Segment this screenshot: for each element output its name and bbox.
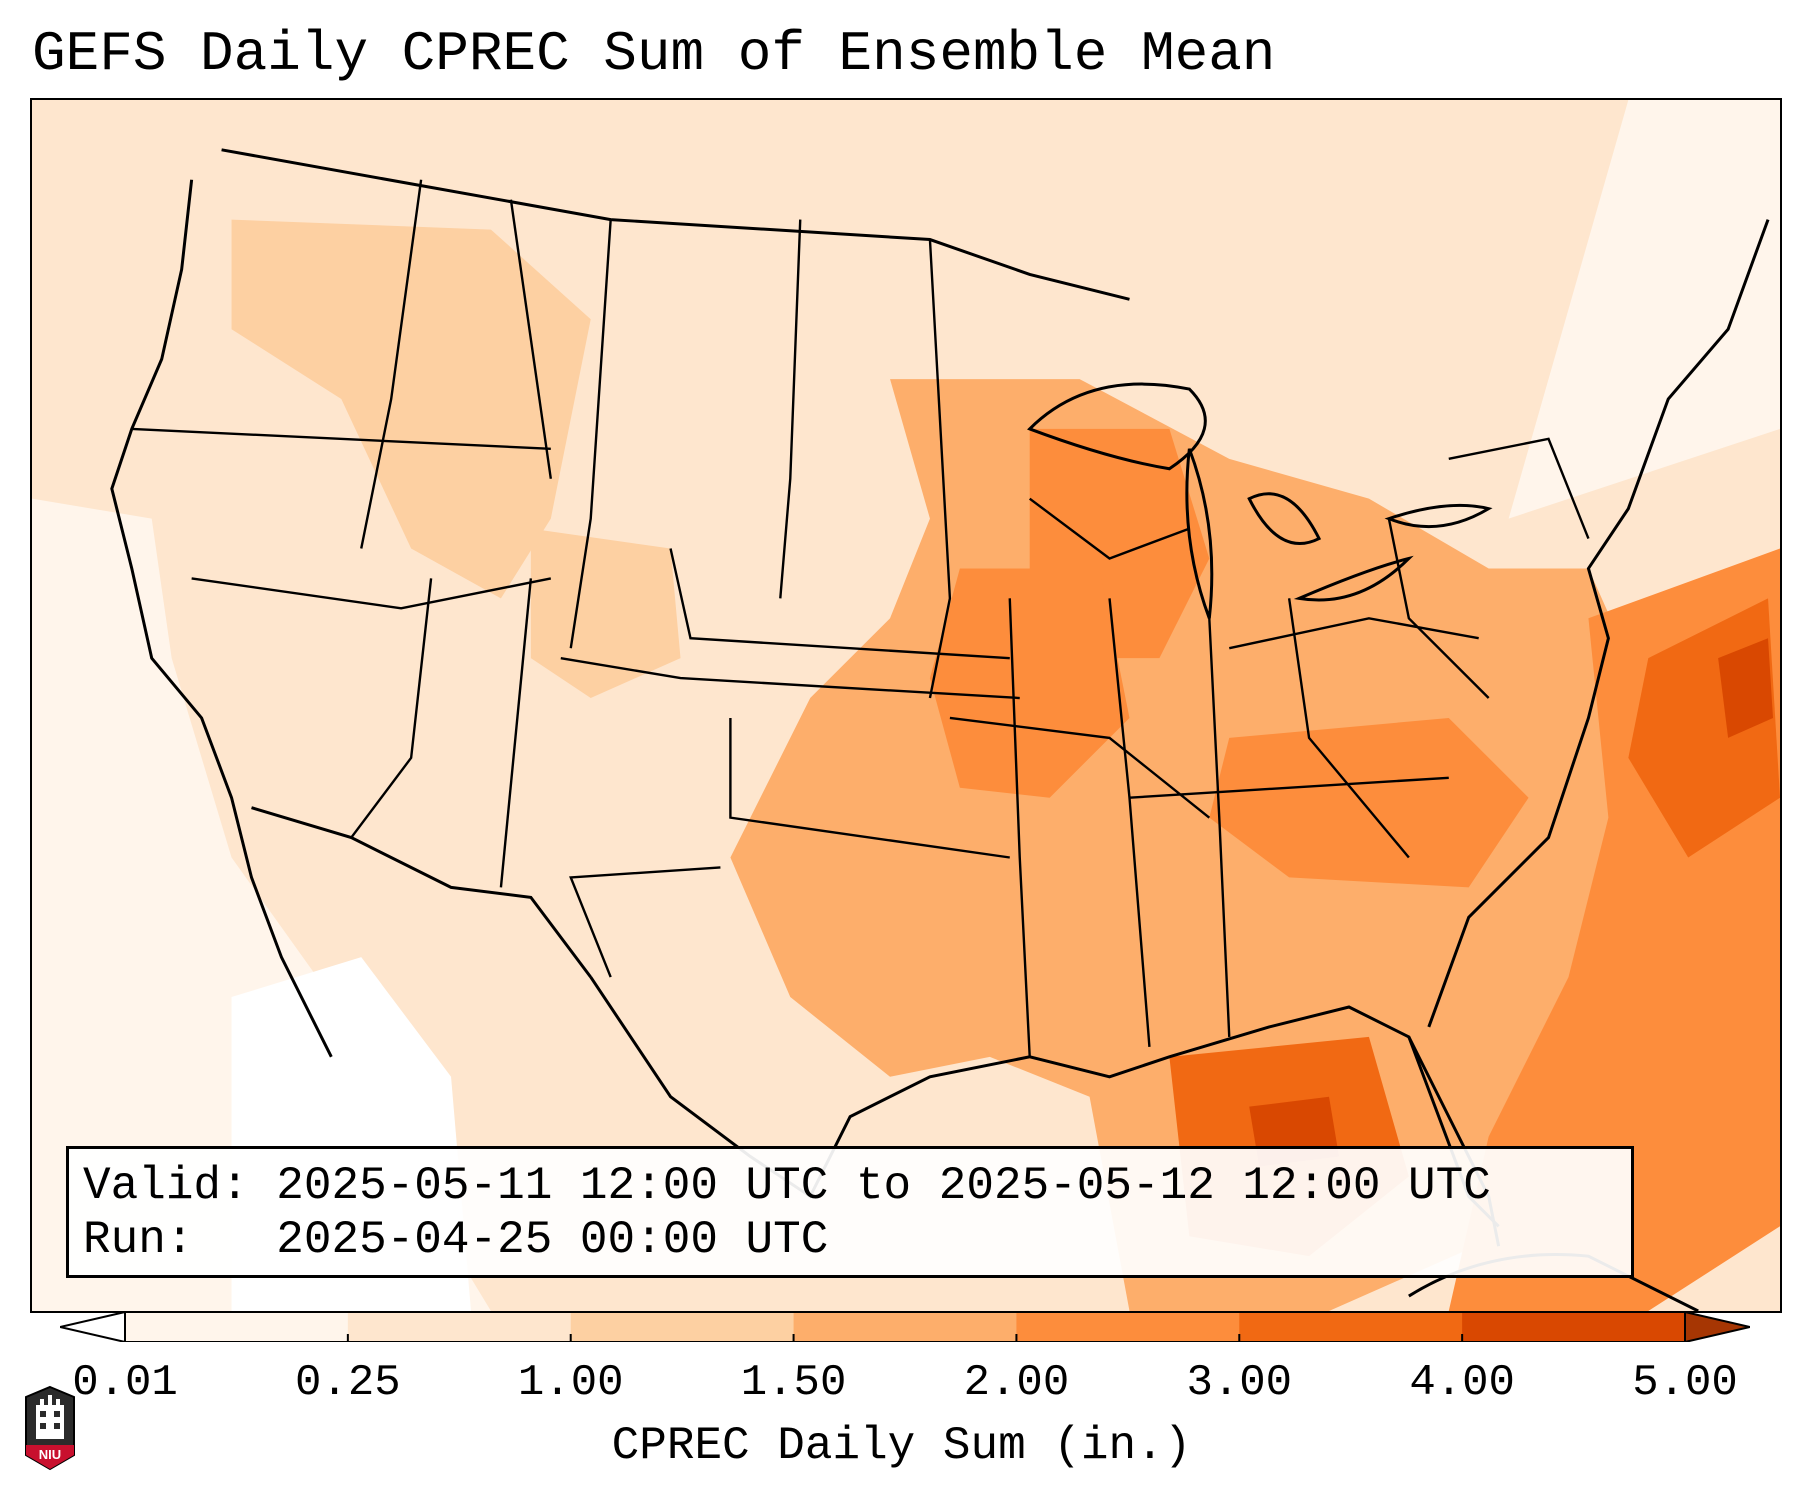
colorbar-tick-label: 4.00 bbox=[1409, 1358, 1515, 1408]
colorbar-ticks bbox=[124, 1334, 1686, 1342]
colorbar-tick-label: 2.00 bbox=[963, 1358, 1070, 1408]
colorbar-segment bbox=[793, 1312, 1017, 1342]
map-canvas bbox=[32, 100, 1780, 1311]
colorbar-segment bbox=[1239, 1312, 1463, 1342]
colorbar-outline bbox=[124, 1312, 1686, 1342]
border-ok-tx bbox=[729, 717, 1010, 859]
lake-ontario bbox=[1384, 503, 1493, 529]
border-wa-id bbox=[360, 179, 423, 549]
border-oh-ky bbox=[1229, 617, 1479, 650]
valid-row: Valid: 2025-05-11 12:00 UTC to 2025-05-1… bbox=[83, 1159, 1617, 1213]
field-missouri-heavy bbox=[929, 568, 1130, 798]
border-ca-az bbox=[350, 578, 433, 839]
border-or-id bbox=[131, 427, 551, 451]
border-il-in bbox=[1028, 497, 1190, 560]
colorbar-tick-label: 0.25 bbox=[295, 1358, 401, 1408]
pacific-coastline bbox=[110, 179, 333, 1058]
colorbar-tick-label: 5.00 bbox=[1632, 1358, 1738, 1408]
colorbar-segments bbox=[60, 1312, 1750, 1342]
lake-superior bbox=[1027, 382, 1207, 471]
colorbar-label: CPREC Daily Sum (in.) bbox=[611, 1420, 1192, 1472]
border-ms-tn bbox=[949, 716, 1211, 819]
field-colorado-moderate bbox=[530, 528, 681, 699]
colorbar bbox=[60, 1312, 1750, 1342]
border-id-mt bbox=[509, 199, 552, 479]
lake-huron bbox=[1247, 492, 1322, 545]
run-label: Run: bbox=[83, 1214, 194, 1266]
atlantic-coastline bbox=[1427, 219, 1770, 1028]
colorbar-tick-label: 1.50 bbox=[740, 1358, 847, 1408]
border-mt-dakota bbox=[569, 219, 612, 649]
colorbar-segment bbox=[1016, 1312, 1240, 1342]
colorbar-segment bbox=[125, 1312, 349, 1342]
valid-run-info-box: Valid: 2025-05-11 12:00 UTC to 2025-05-1… bbox=[66, 1146, 1634, 1278]
colorbar-tick-label: 1.00 bbox=[517, 1358, 624, 1408]
border-nm-tx bbox=[569, 866, 721, 978]
colorbar-tick-label: 3.00 bbox=[1186, 1358, 1293, 1408]
state-borders bbox=[131, 179, 1590, 1057]
valid-value: 2025-05-11 12:00 UTC to 2025-05-12 12:00… bbox=[276, 1160, 1491, 1212]
field-atlantic-low bbox=[1728, 100, 1780, 350]
border-tn-nc bbox=[1129, 776, 1449, 799]
colorbar-extend-high bbox=[1684, 1312, 1750, 1342]
field-northwest-moderate bbox=[231, 219, 591, 599]
border-pa-wv bbox=[1387, 518, 1490, 699]
mexico-border bbox=[251, 806, 592, 978]
logo-text: NIU bbox=[39, 1447, 61, 1462]
lake-erie bbox=[1293, 555, 1414, 602]
field-offshore-max bbox=[1718, 638, 1774, 738]
border-co-ks bbox=[669, 548, 1010, 660]
border-ut-nm bbox=[499, 578, 533, 888]
colorbar-segment bbox=[1462, 1312, 1686, 1342]
border-mn-ia bbox=[928, 239, 952, 699]
colorbar-segment bbox=[570, 1312, 795, 1342]
border-dakota bbox=[779, 219, 802, 599]
border-ar-la bbox=[1008, 598, 1031, 1057]
valid-label: Valid: bbox=[83, 1160, 249, 1212]
run-row: Run: 2025-04-25 00:00 UTC bbox=[83, 1213, 1617, 1267]
border-ny-new-england bbox=[1448, 437, 1590, 539]
colorbar-segment bbox=[347, 1312, 572, 1342]
field-tennessee-heavy bbox=[1209, 717, 1529, 888]
colorbar-extend-low bbox=[60, 1312, 126, 1342]
field-northeast-low bbox=[1508, 100, 1780, 519]
map-title: GEFS Daily CPREC Sum of Ensemble Mean bbox=[32, 22, 1276, 86]
border-al-ga bbox=[1208, 618, 1231, 1037]
niu-tower-logo-icon: NIU bbox=[25, 1385, 75, 1471]
colorbar-tick-label: 0.01 bbox=[72, 1358, 178, 1408]
border-nv-ut bbox=[191, 577, 552, 610]
border-ks-ok bbox=[560, 656, 1020, 700]
run-value: 2025-04-25 00:00 UTC bbox=[276, 1214, 829, 1266]
border-ga-sc bbox=[1287, 598, 1410, 859]
precipitation-map bbox=[30, 98, 1782, 1313]
